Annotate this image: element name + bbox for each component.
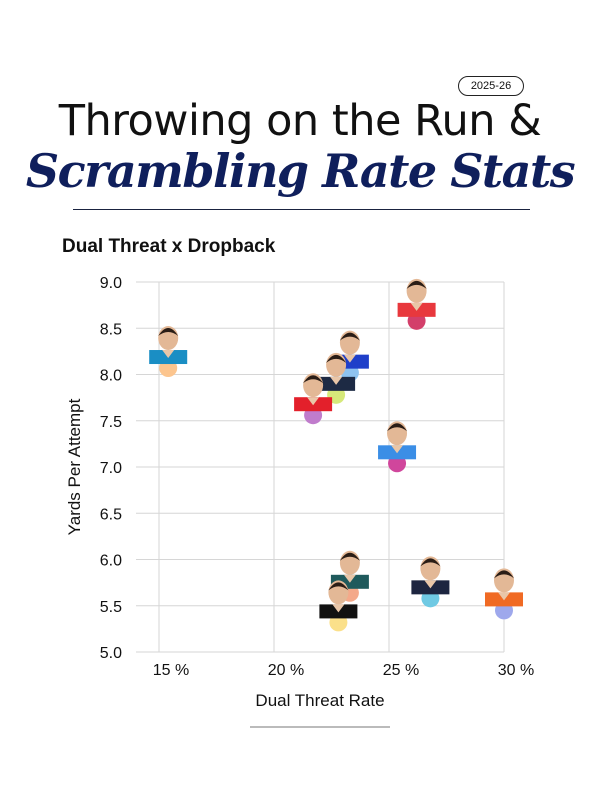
player-neck xyxy=(391,445,404,454)
data-point xyxy=(294,373,333,425)
player-hair xyxy=(158,328,179,337)
title-divider xyxy=(73,209,530,210)
title-line-2: Scrambling Rate Stats xyxy=(25,144,576,198)
data-point xyxy=(411,556,450,608)
grid xyxy=(136,281,505,653)
player-hair xyxy=(328,582,349,591)
y-tick-label: 6.5 xyxy=(100,506,122,523)
data-point xyxy=(397,278,436,330)
x-tick-label: 30 % xyxy=(498,662,534,679)
x-tick-label: 25 % xyxy=(383,662,419,679)
x-tick-label: 15 % xyxy=(153,662,189,679)
y-tick-label: 6.0 xyxy=(100,553,122,570)
player-hair xyxy=(420,558,441,567)
data-point xyxy=(319,580,358,632)
player-neck xyxy=(307,397,320,406)
player-hair xyxy=(326,354,347,363)
y-axis-label: Yards Per Attempt xyxy=(65,398,84,535)
axis-ticks: 9.0 8.5 8.0 7.5 7.0 6.5 6.0 5.5 5.0 15 % 20 % 25 % 3… xyxy=(100,275,534,679)
y-tick-label: 5.0 xyxy=(100,645,122,662)
y-tick-label: 5.5 xyxy=(100,599,122,616)
title-line-1: Throwing on the Run & xyxy=(58,96,542,146)
player-hair xyxy=(339,552,360,561)
player-neck xyxy=(343,354,356,363)
chart-subtitle: Dual Threat x Dropback xyxy=(62,236,276,257)
player-hair xyxy=(494,570,514,579)
player-neck xyxy=(498,592,510,601)
player-neck xyxy=(424,580,437,589)
y-tick-label: 8.0 xyxy=(100,368,122,385)
season-badge: 2025-26 xyxy=(458,76,524,96)
player-neck xyxy=(330,376,343,385)
y-tick-label: 9.0 xyxy=(100,275,122,292)
y-tick-label: 7.5 xyxy=(100,414,122,431)
data-point xyxy=(378,421,417,473)
data-points xyxy=(149,278,523,632)
footer-divider xyxy=(250,726,390,728)
data-point xyxy=(485,568,523,620)
x-axis-label: Dual Threat Rate xyxy=(255,691,384,710)
player-hair xyxy=(406,280,427,289)
player-neck xyxy=(410,302,423,311)
player-neck xyxy=(343,574,356,583)
y-tick-label: 8.5 xyxy=(100,321,122,338)
data-point xyxy=(317,352,356,404)
player-neck xyxy=(162,350,175,359)
y-tick-label: 7.0 xyxy=(100,460,122,477)
player-hair xyxy=(387,423,408,432)
player-neck xyxy=(332,604,345,613)
data-point xyxy=(149,326,188,378)
player-hair xyxy=(303,375,324,384)
x-tick-label: 20 % xyxy=(268,662,304,679)
player-hair xyxy=(339,332,360,341)
